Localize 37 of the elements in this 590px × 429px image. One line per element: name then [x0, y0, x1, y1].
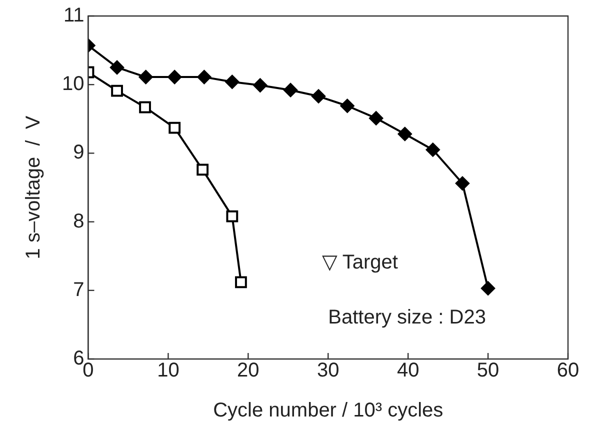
point: [284, 83, 298, 98]
y-tick-label: 11: [63, 4, 84, 27]
point: [340, 98, 354, 113]
annotation: Battery size : D23: [328, 306, 486, 328]
y-tick-label: 6: [73, 348, 84, 370]
point: [168, 70, 182, 84]
point: [426, 142, 440, 157]
point: [168, 122, 181, 134]
y-tick-label: 10: [62, 73, 84, 96]
y-axis-title: 1 s–voltage / V: [22, 115, 45, 260]
x-tick-label: 30: [317, 360, 340, 382]
point: [369, 111, 384, 126]
x-tick-label: 0: [82, 360, 94, 382]
y-tick-label: 8: [73, 210, 84, 232]
point: [398, 126, 412, 141]
point: [235, 276, 247, 288]
point: [110, 60, 124, 74]
point: [312, 89, 326, 104]
annotation: ▽ Target: [322, 251, 398, 274]
x-axis-title: Cycle number / 10³ cycles: [213, 400, 444, 422]
point: [253, 78, 268, 92]
x-tick-label: 10: [157, 360, 180, 382]
x-tick-label: 50: [476, 360, 500, 382]
point: [197, 70, 212, 84]
point: [225, 74, 240, 89]
point: [139, 101, 151, 114]
x-tick-label: 20: [237, 360, 260, 382]
point: [196, 164, 209, 176]
x-tick-label: 40: [396, 360, 420, 382]
point: [481, 281, 496, 296]
y-tick-label: 7: [73, 278, 84, 301]
y-tick-label: 9: [73, 142, 84, 164]
point: [226, 210, 238, 222]
x-tick-label: 60: [556, 360, 580, 382]
point: [111, 84, 123, 97]
point: [455, 176, 470, 190]
point: [138, 70, 153, 84]
